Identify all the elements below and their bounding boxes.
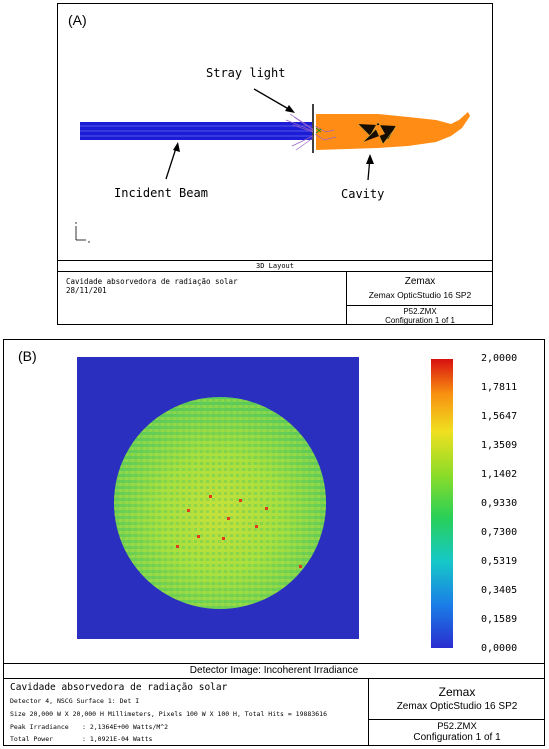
total-power-label: Total Power <box>10 735 54 743</box>
description-b: Cavidade absorvedora de radiação solar <box>10 682 228 693</box>
cavity-callout: Cavity <box>341 187 385 201</box>
stray-light-callout: Stray light <box>206 66 286 80</box>
total-power-value: : 1,0921E-04 Watts <box>82 735 153 743</box>
colorbar-tick: 1,7811 <box>481 382 518 393</box>
axis-indicator-icon <box>75 226 86 241</box>
size-info: Size 20,000 W X 20,000 H Millimeters, Pi… <box>10 710 327 718</box>
product-a: Zemax OpticStudio 16 SP2 <box>368 290 472 300</box>
incident-beam-arrow <box>165 144 178 180</box>
footer-a-right: Zemax Zemax OpticStudio 16 SP2 P52.ZMX C… <box>346 271 493 325</box>
colorbar-tick: 0,1589 <box>481 614 518 625</box>
colorbar-tick: 0,3405 <box>481 585 518 596</box>
footer-b-right: Zemax Zemax OpticStudio 16 SP2 P52.ZMX C… <box>368 678 545 745</box>
layout-drawing <box>75 88 470 243</box>
colorbar-tick: 0,7300 <box>481 527 518 538</box>
stray-light-arrow <box>253 88 293 112</box>
detector-info: Detector 4, NSCG Surface 1: Det I <box>10 697 140 705</box>
colorbar-tick: 0,9330 <box>481 498 518 509</box>
configuration-a: Configuration 1 of 1 <box>385 316 455 325</box>
colorbar-tick: 2,0000 <box>481 353 518 364</box>
stray-light-rays <box>285 113 337 151</box>
brand-a: Zemax <box>404 276 436 287</box>
entrance-marks <box>315 127 322 134</box>
view-title-b: Detector Image: Incoherent Irradiance <box>4 663 544 679</box>
brand-b: Zemax <box>438 685 476 699</box>
peak-irradiance-label: Peak Irradiance <box>10 723 69 731</box>
product-b: Zemax OpticStudio 16 SP2 <box>396 701 518 712</box>
colorbar-tick: 1,5647 <box>481 411 518 422</box>
footer-a-divider <box>347 305 493 306</box>
configuration-b: Configuration 1 of 1 <box>413 732 501 743</box>
incident-beam-callout: Incident Beam <box>114 186 208 200</box>
view-title-a: 3D Layout <box>58 260 492 272</box>
panel-b-label: (B) <box>18 348 37 364</box>
colorbar <box>431 359 453 648</box>
colorbar-tick: 1,1402 <box>481 469 518 480</box>
file-a: P52.ZMX <box>403 307 437 316</box>
colorbar-tick: 0,0000 <box>481 643 518 654</box>
colorbar-tick: 0,5319 <box>481 556 518 567</box>
footer-b-divider <box>369 719 545 720</box>
hot-pixels <box>176 495 302 568</box>
panel-a-label: (A) <box>68 12 87 28</box>
file-b: P52.ZMX <box>437 721 477 732</box>
colorbar-ticks: 2,0000 1,7811 1,5647 1,3509 1,1402 0,933… <box>481 353 543 654</box>
detector-image <box>77 357 359 639</box>
footer-a: Cavidade absorvedora de radiação solar 2… <box>58 271 493 325</box>
description-a: Cavidade absorvedora de radiação solar <box>66 277 238 286</box>
date-a: 28/11/201 <box>66 286 107 295</box>
panel-a-3d-layout: (A) <box>57 3 493 325</box>
footer-b: Cavidade absorvedora de radiação solar D… <box>4 678 545 745</box>
colorbar-tick: 1,3509 <box>481 440 518 451</box>
peak-irradiance-value: : 2,1364E+00 Watts/M^2 <box>82 723 169 731</box>
panel-b-detector-image: (B) <box>3 339 545 746</box>
